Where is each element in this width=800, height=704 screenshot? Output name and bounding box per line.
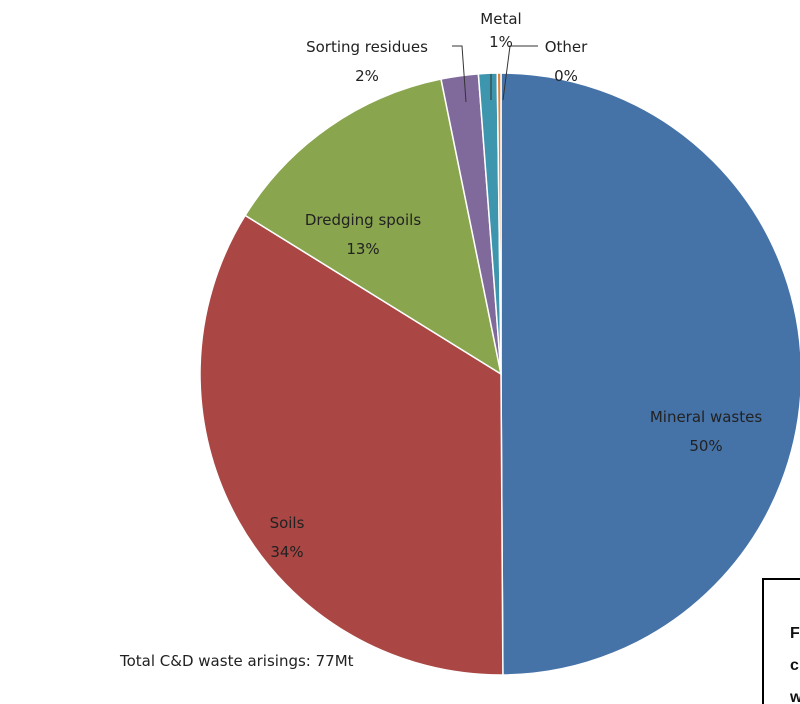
- caption-line-2: c: [790, 657, 799, 674]
- leader-line-other: [502, 45, 538, 101]
- slice-percent-other: 0%: [554, 67, 578, 85]
- slice-label-sorting-residues: Sorting residues: [306, 38, 428, 56]
- slice-other: [496, 72, 502, 375]
- slice-percent-sorting-residues: 2%: [355, 67, 379, 85]
- slice-percent-metal: 1%: [489, 33, 513, 51]
- total-arisings-note: Total C&D waste arisings: 77Mt: [120, 652, 354, 670]
- caption-line-3: w: [790, 682, 800, 704]
- slice-label-dredging-spoils: Dredging spoils: [305, 211, 421, 229]
- slice-soils: [199, 214, 504, 676]
- slice-dredging-spoils: [244, 78, 503, 376]
- figure-caption-box: F c w: [762, 578, 800, 704]
- slice-mineral-wastes: [500, 72, 800, 676]
- slice-percent-soils: 34%: [270, 543, 303, 561]
- leader-lines: [452, 45, 538, 103]
- pie-slices: [199, 72, 800, 676]
- slice-percent-dredging-spoils: 13%: [346, 240, 379, 258]
- slice-label-other: Other: [545, 38, 588, 56]
- caption-line-1: F: [790, 625, 800, 642]
- slice-label-metal: Metal: [480, 10, 521, 28]
- slice-percent-mineral-wastes: 50%: [689, 437, 722, 455]
- leader-line-sorting-residues: [452, 45, 467, 103]
- slice-label-soils: Soils: [270, 514, 305, 532]
- slice-label-mineral-wastes: Mineral wastes: [650, 408, 763, 426]
- slice-labels: Mineral wastes 50% Soils 34% Dredging spoils…: [270, 10, 763, 561]
